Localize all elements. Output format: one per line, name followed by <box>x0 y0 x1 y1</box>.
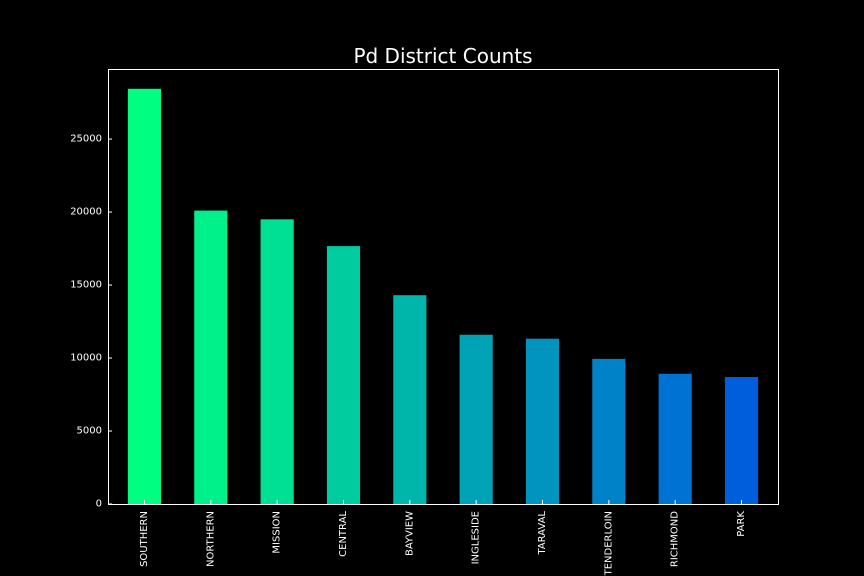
x-tick-label: BAYVIEW <box>404 511 415 556</box>
bar-taraval <box>525 338 560 504</box>
bar-mission <box>260 219 294 504</box>
y-tick-label: 25000 <box>70 134 102 145</box>
x-tick-label: SOUTHERN <box>139 511 150 567</box>
x-tick-label: CENTRAL <box>338 511 349 557</box>
y-tick-label: 10000 <box>70 353 102 364</box>
y-tick-label: 20000 <box>70 207 102 218</box>
x-tick-label: INGLESIDE <box>471 511 482 564</box>
x-tick-label: PARK <box>736 511 747 537</box>
bar-tenderloin <box>592 358 626 504</box>
y-tick-label: 5000 <box>77 426 102 437</box>
x-tick-label: NORTHERN <box>205 511 216 567</box>
y-tick-label: 0 <box>96 499 102 510</box>
x-tick-label: RICHMOND <box>670 511 681 567</box>
bar-richmond <box>658 373 692 504</box>
chart-title: Pd District Counts <box>353 44 532 68</box>
bar-ingleside <box>459 334 493 504</box>
x-axis: SOUTHERN NORTHERN MISSION CENTRAL BAYVIEW ING… <box>139 500 747 576</box>
x-tick-label: TARAVAL <box>537 511 548 556</box>
bar-bayview <box>393 295 427 504</box>
bar-park <box>724 377 759 504</box>
bars-group <box>127 88 759 504</box>
x-tick-label: MISSION <box>272 511 283 554</box>
y-tick-label: 15000 <box>70 280 102 291</box>
x-tick-label: TENDERLOIN <box>603 511 614 576</box>
bar-northern <box>194 210 228 504</box>
bar-central <box>326 246 361 504</box>
bar-southern <box>127 88 162 504</box>
plot-frame <box>108 69 779 505</box>
y-axis: 0 5000 10000 15000 20000 25000 <box>70 134 112 510</box>
